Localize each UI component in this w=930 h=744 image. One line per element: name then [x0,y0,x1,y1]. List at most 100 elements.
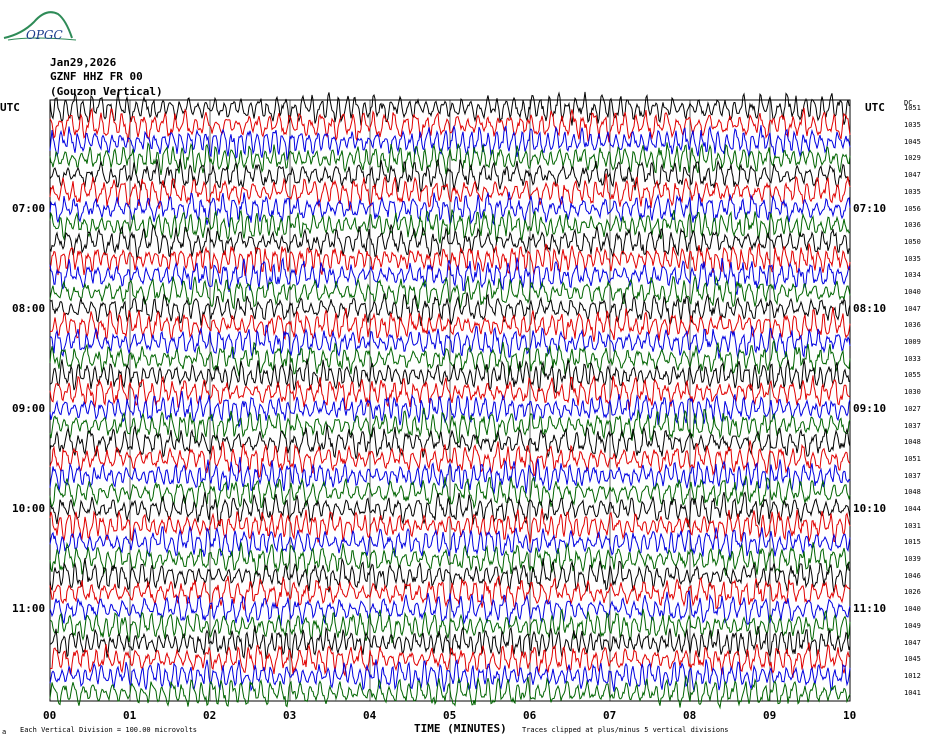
trace-line [49,191,851,228]
x-tick-label: 01 [123,709,137,722]
dc-offset-label: 1027 [904,404,921,413]
trace-line [49,456,851,494]
left-hour-label: 11:00 [12,602,46,616]
dc-offset-label: 1026 [904,588,921,597]
right-utc-label: UTC [865,101,885,114]
trace-line [49,358,851,394]
left-hour-label: 08:00 [12,301,46,315]
trace-line [49,659,851,692]
dc-offset-label: 1040 [904,287,921,296]
dc-offset-label: 1009 [904,338,921,347]
x-tick-label: 08 [683,709,697,722]
x-tick-label: 03 [283,709,297,722]
dc-offset-label: 1055 [904,371,921,380]
trace-line [49,275,851,310]
dc-header: DC [904,99,913,107]
trace-line [49,158,851,193]
dc-offset-label: 1047 [904,638,921,647]
dc-offset-label: 1056 [904,204,921,213]
scale-note: Each Vertical Division = 100.00 microvol… [20,726,198,734]
dc-offset-label: 1048 [904,488,921,497]
trace-line [49,223,851,261]
trace-line [49,338,851,377]
dc-offset-label: 1012 [904,671,921,680]
dc-offset-label: 1044 [904,505,921,513]
dc-offset-label: 1037 [904,421,921,430]
x-axis-title: TIME (MINUTES) [414,722,507,735]
dc-offset-label: 1045 [904,137,921,146]
trace-line [49,324,851,359]
trace-line [49,256,851,295]
right-hour-label: 08:10 [853,301,887,315]
trace-line [49,125,851,162]
left-utc-label: UTC [0,101,20,114]
right-hour-label: 09:10 [853,401,887,415]
x-tick-label: 07 [603,709,617,722]
dc-offset-label: 1035 [904,254,921,263]
x-tick-label: 00 [43,709,57,722]
dc-offset-label: 1039 [904,555,921,564]
trace-line [49,374,851,410]
left-hour-label: 09:00 [12,401,46,415]
trace-line [49,590,851,626]
trace-line [49,141,851,175]
x-tick-label: 10 [843,709,857,722]
dc-offset-label: 1051 [904,104,921,113]
dc-offset-label: 1031 [904,521,921,530]
left-hour-label: 07:00 [12,201,46,215]
trace-line [49,526,851,558]
dc-offset-label: 1015 [904,538,921,547]
trace-line [49,491,851,528]
dc-offset-label: 1036 [904,221,921,230]
dc-offset-label: 1045 [904,655,921,664]
trace-line [49,557,851,594]
dc-offset-label: 1047 [904,304,921,313]
dc-offset-label: 1040 [904,605,921,614]
right-hour-label: 11:10 [853,602,887,616]
station-label: GZNF HHZ FR 00 [50,70,143,83]
trace-line [49,173,851,212]
dc-offset-label: 1047 [904,171,921,180]
trace-line [49,107,851,143]
logo-text: OPGC [26,28,63,42]
x-tick-label: 05 [443,709,457,722]
dc-offset-label: 1051 [904,454,921,463]
dc-offset-label: 1034 [904,271,921,280]
dc-offset-label: 1033 [904,354,921,363]
trace-line [49,292,851,327]
trace-line [49,508,851,544]
left-hour-label: 10:00 [12,502,46,515]
right-hour-label: 07:10 [853,201,887,215]
dc-offset-label: 1049 [904,621,921,630]
dc-offset-label: 1050 [904,237,921,246]
trace-line [49,423,851,459]
dc-offset-label: 1048 [904,438,921,447]
dc-offset-label: 1035 [904,187,921,196]
dc-offset-label: 1046 [904,571,921,580]
x-tick-label: 02 [203,709,217,722]
dc-offset-label: 1035 [904,121,921,130]
footer-mark: a [2,728,7,736]
dc-offset-label: 1030 [904,388,921,397]
trace-line [49,91,851,126]
trace-line [49,390,851,429]
trace-line [49,475,851,510]
clip-note: Traces clipped at plus/minus 5 vertical … [522,726,729,734]
trace-line [49,541,851,577]
trace-line [49,608,851,644]
dc-offset-label: 1029 [904,154,921,163]
dc-offset-label: 1041 [904,688,921,697]
trace-line [49,674,851,710]
trace-line [49,407,851,444]
trace-line [49,307,851,344]
right-hour-label: 10:10 [853,502,887,515]
opgc-logo-mark [3,11,77,41]
trace-line [49,642,851,678]
x-tick-label: 04 [363,709,377,722]
date-label: Jan29,2026 [50,56,117,69]
dc-offset-label: 1036 [904,321,921,330]
x-tick-label: 06 [523,709,537,722]
x-tick-label: 09 [763,709,777,722]
trace-line [49,440,851,478]
